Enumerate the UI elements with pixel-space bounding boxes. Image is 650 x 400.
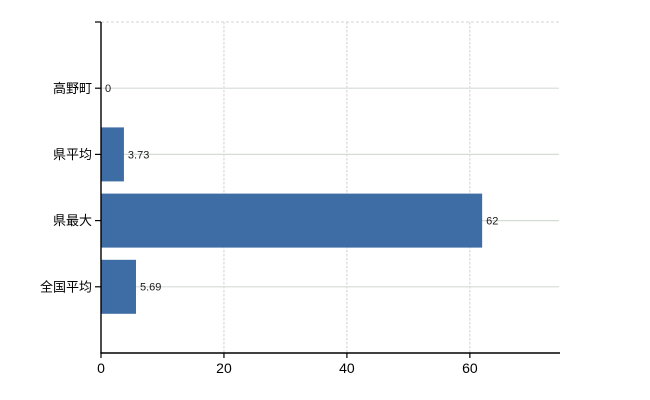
- value-label: 3.73: [128, 149, 149, 161]
- bar: [101, 127, 124, 182]
- bar: [101, 259, 136, 314]
- x-tick-label: 40: [339, 360, 355, 376]
- bar: [101, 193, 483, 248]
- category-label: 全国平均: [40, 279, 92, 294]
- x-tick-label: 20: [216, 360, 232, 376]
- x-tick-label: 0: [97, 360, 105, 376]
- x-tick-label: 60: [462, 360, 478, 376]
- category-label: 県最大: [53, 213, 92, 228]
- category-label: 高野町: [53, 81, 92, 96]
- value-label: 0: [105, 83, 111, 95]
- category-label: 県平均: [53, 147, 92, 162]
- value-label: 5.69: [140, 282, 161, 294]
- value-label: 62: [486, 215, 498, 227]
